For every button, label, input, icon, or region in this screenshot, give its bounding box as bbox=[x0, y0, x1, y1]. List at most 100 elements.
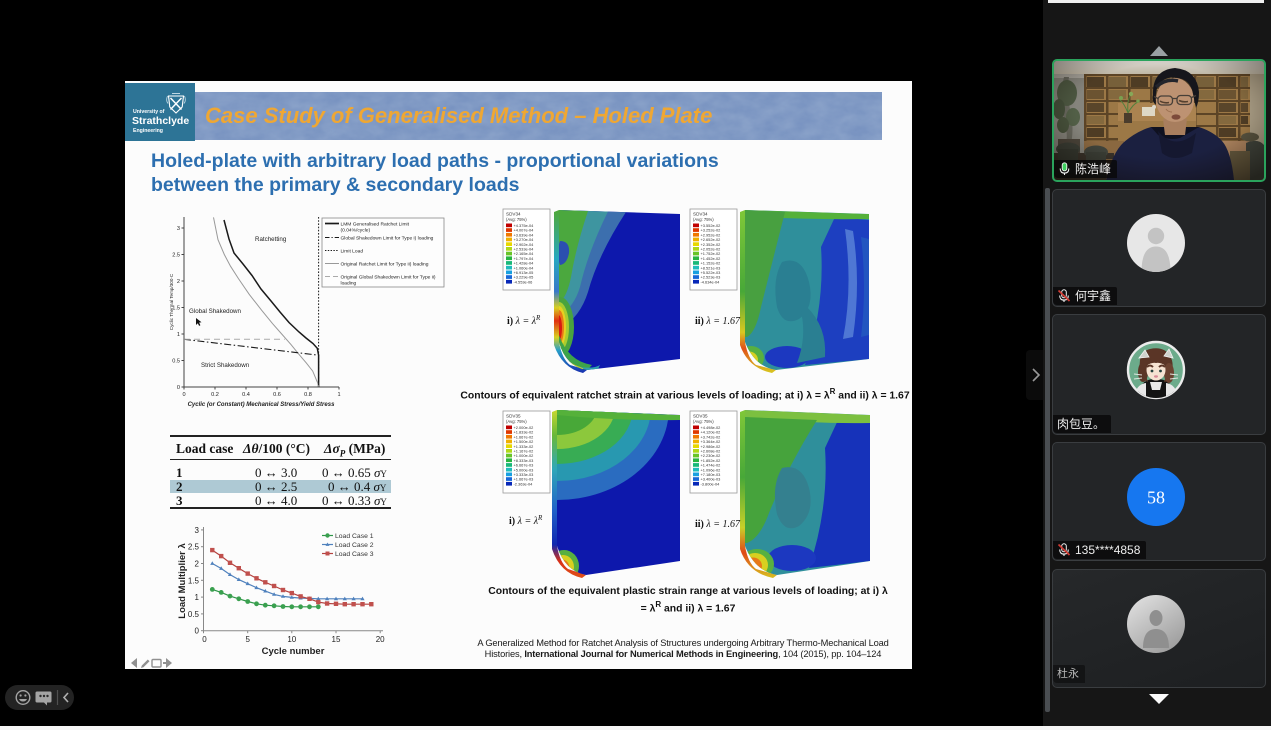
svg-text:ii) λ = 1.67: ii) λ = 1.67 bbox=[695, 519, 741, 530]
svg-text:+3.552e-02: +3.552e-02 bbox=[701, 223, 721, 228]
svg-text:Global Shakedown Limit for Typ: Global Shakedown Limit for Type i) loadi… bbox=[341, 236, 434, 242]
svg-text:15: 15 bbox=[332, 635, 341, 644]
svg-text:10: 10 bbox=[287, 635, 296, 644]
svg-text:1.5: 1.5 bbox=[188, 576, 200, 585]
svg-text:+3.252e-02: +3.252e-02 bbox=[701, 228, 721, 233]
svg-text:+1.667e-03: +1.667e-03 bbox=[514, 477, 534, 482]
svg-text:2.5: 2.5 bbox=[172, 253, 180, 259]
svg-text:ii) λ = 1.67: ii) λ = 1.67 bbox=[695, 316, 741, 327]
svg-text:Strathclyde: Strathclyde bbox=[132, 115, 189, 127]
svg-text:0.5: 0.5 bbox=[172, 359, 180, 365]
svg-text:+1.797e-04: +1.797e-04 bbox=[514, 256, 535, 261]
svg-text:+3.639e-04: +3.639e-04 bbox=[514, 232, 535, 237]
svg-text:+1.667e-02: +1.667e-02 bbox=[514, 434, 534, 439]
svg-text:-4.553e-06: -4.553e-06 bbox=[514, 279, 533, 284]
svg-text:0: 0 bbox=[202, 635, 207, 644]
svg-text:+4.007e-04: +4.007e-04 bbox=[514, 228, 535, 233]
svg-text:Load Multiplier λ: Load Multiplier λ bbox=[177, 543, 188, 619]
svg-text:SDV35: SDV35 bbox=[506, 414, 521, 419]
svg-text:+1.833e-02: +1.833e-02 bbox=[514, 430, 534, 435]
svg-text:+6.667e-03: +6.667e-03 bbox=[514, 463, 534, 468]
svg-text:+3.229e-05: +3.229e-05 bbox=[514, 275, 534, 280]
svg-text:3: 3 bbox=[195, 526, 200, 535]
svg-text:loading: loading bbox=[341, 281, 357, 287]
svg-text:+2.052e-02: +2.052e-02 bbox=[701, 247, 721, 252]
svg-text:2: 2 bbox=[177, 279, 180, 285]
svg-text:1: 1 bbox=[195, 593, 200, 602]
svg-text:Cyclic Thermal Temp/300·C: Cyclic Thermal Temp/300·C bbox=[169, 273, 174, 330]
svg-text:0: 0 bbox=[195, 627, 200, 636]
svg-text:+3.742e-02: +3.742e-02 bbox=[701, 434, 721, 439]
svg-text:5: 5 bbox=[245, 635, 250, 644]
svg-text:+1.167e-02: +1.167e-02 bbox=[514, 449, 534, 454]
svg-text:+5.000e-03: +5.000e-03 bbox=[514, 467, 534, 472]
svg-text:+1.474e-02: +1.474e-02 bbox=[701, 463, 721, 468]
svg-text:+2.902e-04: +2.902e-04 bbox=[514, 242, 535, 247]
svg-text:Load Case 2: Load Case 2 bbox=[335, 542, 374, 549]
svg-text:SDV34: SDV34 bbox=[506, 212, 521, 217]
svg-text:(Avg: 75%): (Avg: 75%) bbox=[506, 217, 527, 222]
svg-text:(Avg: 75%): (Avg: 75%) bbox=[693, 217, 714, 222]
svg-text:SDV35: SDV35 bbox=[693, 414, 708, 419]
svg-text:1: 1 bbox=[177, 332, 180, 338]
svg-text:Global Shakedown: Global Shakedown bbox=[189, 308, 241, 315]
svg-text:Strict Shakedown: Strict Shakedown bbox=[201, 362, 250, 369]
svg-text:LMM Generalised Ratchet Limit: LMM Generalised Ratchet Limit bbox=[341, 222, 410, 228]
svg-text:+2.165e-04: +2.165e-04 bbox=[514, 251, 535, 256]
svg-text:i) λ = λR: i) λ = λR bbox=[509, 514, 543, 527]
svg-text:20: 20 bbox=[376, 635, 385, 644]
svg-text:Cycle number: Cycle number bbox=[262, 646, 325, 657]
svg-text:+7.180e-03: +7.180e-03 bbox=[701, 472, 721, 477]
svg-text:+1.428e-04: +1.428e-04 bbox=[514, 261, 535, 266]
svg-text:+8.333e-03: +8.333e-03 bbox=[514, 458, 534, 463]
svg-text:+2.523e-03: +2.523e-03 bbox=[701, 275, 721, 280]
svg-text:0.6: 0.6 bbox=[273, 392, 281, 398]
svg-text:+2.230e-02: +2.230e-02 bbox=[701, 453, 721, 458]
svg-text:+1.000e-02: +1.000e-02 bbox=[514, 453, 534, 458]
svg-text:Original Global Shakedown Limi: Original Global Shakedown Limit for Type… bbox=[341, 275, 436, 281]
svg-text:0.4: 0.4 bbox=[242, 392, 250, 398]
svg-text:+3.400e-03: +3.400e-03 bbox=[701, 477, 721, 482]
svg-text:+1.333e-02: +1.333e-02 bbox=[514, 444, 534, 449]
svg-text:+1.452e-02: +1.452e-02 bbox=[701, 256, 721, 261]
svg-text:+1.852e-02: +1.852e-02 bbox=[701, 458, 721, 463]
svg-text:+2.533e-04: +2.533e-04 bbox=[514, 247, 535, 252]
svg-text:+4.375e-04: +4.375e-04 bbox=[514, 223, 535, 228]
svg-text:+2.986e-02: +2.986e-02 bbox=[701, 444, 721, 449]
svg-text:(Avg: 75%): (Avg: 75%) bbox=[506, 419, 527, 424]
svg-text:SDV34: SDV34 bbox=[693, 212, 708, 217]
svg-text:+1.152e-02: +1.152e-02 bbox=[701, 261, 721, 266]
svg-text:Ratchetting: Ratchetting bbox=[255, 236, 287, 243]
svg-text:+3.270e-04: +3.270e-04 bbox=[514, 237, 535, 242]
svg-text:+3.333e-03: +3.333e-03 bbox=[514, 472, 534, 477]
svg-text:(Avg: 75%): (Avg: 75%) bbox=[693, 419, 714, 424]
svg-text:i) λ = λR: i) λ = λR bbox=[507, 314, 541, 327]
svg-text:+3.364e-02: +3.364e-02 bbox=[701, 439, 721, 444]
svg-text:Load Case 3: Load Case 3 bbox=[335, 551, 374, 558]
svg-text:+6.913e-05: +6.913e-05 bbox=[514, 270, 534, 275]
svg-text:University of: University of bbox=[133, 109, 165, 115]
svg-text:+1.500e-02: +1.500e-02 bbox=[514, 439, 534, 444]
svg-text:+1.060e-04: +1.060e-04 bbox=[514, 265, 535, 270]
svg-text:+1.752e-02: +1.752e-02 bbox=[701, 251, 721, 256]
svg-text:+2.652e-02: +2.652e-02 bbox=[701, 237, 721, 242]
svg-text:58: 58 bbox=[1147, 487, 1165, 507]
svg-text:+2.352e-02: +2.352e-02 bbox=[701, 242, 721, 247]
svg-text:-2.363e-04: -2.363e-04 bbox=[514, 481, 534, 486]
svg-text:0: 0 bbox=[177, 385, 180, 391]
svg-text:0.2: 0.2 bbox=[211, 392, 219, 398]
svg-text:3: 3 bbox=[177, 226, 180, 232]
svg-text:Cyclic (or Constant) Mechanica: Cyclic (or Constant) Mechanical Stress/Y… bbox=[188, 402, 335, 408]
svg-text:0: 0 bbox=[182, 392, 185, 398]
svg-text:-4.634e-04: -4.634e-04 bbox=[701, 279, 721, 284]
svg-text:+4.498e-02: +4.498e-02 bbox=[701, 425, 721, 430]
svg-text:+1.096e-02: +1.096e-02 bbox=[701, 467, 721, 472]
svg-text:2.5: 2.5 bbox=[188, 543, 200, 552]
svg-text:(0.04%/cycle): (0.04%/cycle) bbox=[341, 228, 371, 234]
svg-text:+2.608e-02: +2.608e-02 bbox=[701, 449, 721, 454]
svg-text:-3.800e-04: -3.800e-04 bbox=[701, 481, 721, 486]
svg-text:+8.521e-03: +8.521e-03 bbox=[701, 265, 721, 270]
svg-text:2: 2 bbox=[195, 560, 200, 569]
svg-text:Load Case 1: Load Case 1 bbox=[335, 533, 374, 540]
svg-text:Limit Load: Limit Load bbox=[341, 249, 364, 255]
